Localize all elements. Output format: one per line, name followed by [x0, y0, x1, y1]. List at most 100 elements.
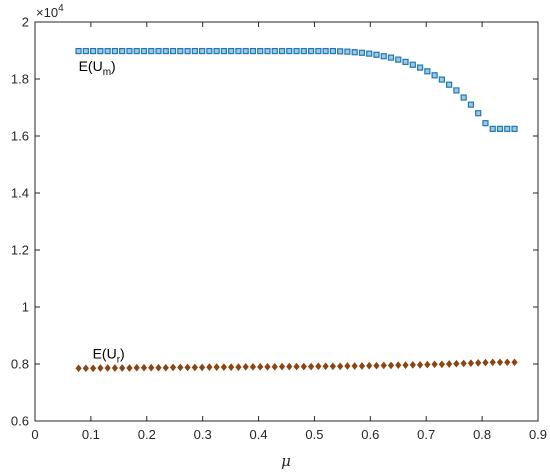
- point-series-0: [148, 47, 155, 55]
- point-series-1: [380, 361, 387, 370]
- y-tick-label: 1.2: [11, 243, 29, 258]
- point-series-1: [213, 363, 220, 371]
- y-tick-label: 2: [22, 15, 29, 30]
- point-series-0: [438, 76, 445, 83]
- point-series-0: [119, 47, 126, 55]
- point-series-0: [278, 47, 286, 55]
- point-series-0: [155, 47, 162, 55]
- x-tick-label: 0.5: [305, 427, 323, 442]
- point-series-0: [199, 47, 206, 55]
- point-series-0: [307, 47, 315, 55]
- point-series-1: [177, 363, 184, 372]
- point-series-1: [446, 360, 453, 368]
- y-tick-label: 1.4: [11, 186, 29, 201]
- point-series-1: [293, 362, 300, 371]
- point-series-0: [482, 120, 489, 127]
- point-series-1: [90, 364, 97, 373]
- point-series-1: [504, 358, 511, 367]
- point-series-0: [97, 47, 104, 55]
- y-tick-label: 1: [22, 300, 29, 315]
- point-series-0: [504, 125, 511, 132]
- point-series-1: [358, 362, 366, 370]
- point-series-0: [475, 110, 482, 117]
- point-series-1: [133, 363, 140, 372]
- point-series-0: [460, 94, 467, 101]
- point-series-1: [373, 361, 380, 370]
- point-series-1: [453, 359, 460, 368]
- point-series-0: [337, 48, 344, 55]
- point-series-0: [126, 47, 133, 55]
- plot-frame: [34, 21, 539, 422]
- point-series-1: [111, 364, 119, 372]
- point-series-1: [162, 363, 169, 372]
- series-labels: E(Um) E(Ur): [79, 58, 125, 365]
- point-series-1: [286, 362, 293, 371]
- point-series-1: [431, 360, 438, 369]
- point-series-0: [242, 47, 249, 55]
- data-points: [75, 47, 518, 373]
- point-series-1: [329, 362, 337, 371]
- point-series-1: [482, 358, 489, 367]
- x-tick-label: 0.6: [361, 427, 379, 442]
- point-series-0: [358, 49, 366, 56]
- point-series-1: [206, 363, 213, 371]
- point-series-1: [198, 363, 206, 372]
- point-series-0: [220, 47, 228, 55]
- x-tick-label: 0.7: [417, 427, 435, 442]
- point-series-1: [351, 362, 358, 370]
- point-series-0: [409, 61, 416, 68]
- point-series-0: [453, 87, 460, 94]
- y-tick-label: 0.8: [11, 357, 29, 372]
- point-series-1: [148, 363, 155, 372]
- point-series-0: [162, 47, 169, 55]
- point-series-1: [119, 364, 126, 372]
- point-series-0: [184, 47, 191, 55]
- point-series-1: [169, 363, 177, 372]
- point-series-0: [264, 47, 271, 55]
- point-series-0: [300, 47, 307, 55]
- point-series-1: [300, 362, 307, 371]
- x-tick-label: 0.1: [82, 427, 100, 442]
- point-series-0: [402, 58, 409, 66]
- point-series-1: [402, 361, 409, 369]
- point-series-0: [322, 47, 329, 55]
- point-series-1: [344, 362, 351, 370]
- point-series-1: [97, 364, 104, 372]
- point-series-0: [271, 47, 278, 55]
- point-series-1: [315, 362, 322, 371]
- point-series-1: [387, 361, 395, 370]
- point-series-1: [228, 363, 235, 371]
- point-series-0: [344, 48, 351, 55]
- point-series-0: [416, 64, 424, 71]
- point-series-1: [126, 364, 133, 372]
- point-series-1: [140, 363, 148, 372]
- point-series-0: [496, 125, 504, 132]
- point-series-0: [489, 125, 496, 132]
- point-series-0: [387, 54, 395, 61]
- point-series-1: [271, 363, 278, 371]
- x-axis-label: μ: [281, 452, 291, 470]
- point-series-1: [242, 363, 249, 371]
- point-series-1: [307, 362, 315, 371]
- point-series-0: [177, 47, 184, 55]
- series-label-1: E(Ur): [93, 345, 125, 365]
- x-tick-label: 0.3: [194, 427, 212, 442]
- point-series-1: [337, 362, 344, 371]
- point-series-1: [395, 361, 402, 369]
- point-series-1: [424, 360, 431, 369]
- point-series-0: [133, 47, 140, 55]
- point-series-1: [416, 361, 424, 369]
- y-tick-label: 0.6: [11, 414, 29, 429]
- point-series-0: [169, 47, 177, 55]
- x-tick-label: 0.9: [529, 427, 547, 442]
- point-series-0: [511, 125, 518, 132]
- x-axis: 0 0.1 0.2 0.3 0.4 0.5 0.6 0.7 0.8 0.9: [31, 22, 547, 442]
- point-series-1: [467, 359, 475, 367]
- point-series-0: [111, 47, 119, 55]
- point-series-1: [460, 359, 467, 368]
- point-series-0: [467, 101, 475, 108]
- point-series-0: [424, 68, 431, 75]
- point-series-1: [104, 364, 111, 372]
- point-series-1: [496, 358, 504, 367]
- point-series-0: [380, 53, 387, 60]
